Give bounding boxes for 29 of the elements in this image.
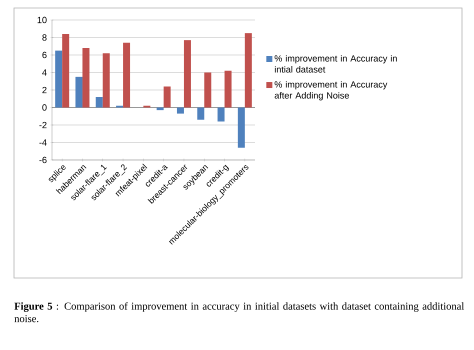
bar [218, 107, 225, 122]
legend-label: % improvement in Accuracy in intial dataset [274, 54, 397, 73]
bar [176, 107, 184, 114]
bar [184, 40, 191, 108]
y-tick-label: 8 [42, 34, 47, 41]
bar [62, 34, 70, 108]
y-tick-label: 4 [42, 69, 47, 76]
bar [123, 42, 130, 108]
bar [164, 86, 171, 108]
y-tick-label: -6 [39, 156, 47, 164]
y-tick-label: 10 [38, 16, 47, 24]
text: Figure 5 : Comparison of improvement in accuracy in initial datasets with dataset containing additional noise. [14, 302, 464, 322]
bar [244, 33, 252, 108]
bar [102, 53, 110, 108]
bar [156, 107, 164, 110]
bar [224, 70, 232, 108]
y-tick-label: 0 [42, 104, 47, 111]
bar [204, 72, 212, 108]
bar [75, 76, 82, 108]
bar [197, 107, 204, 120]
y-tick-label: 6 [42, 52, 47, 58]
bar [55, 50, 62, 108]
y-tick-label: 2 [42, 86, 47, 94]
bar [82, 48, 90, 108]
legend-label: % improvement in Accuracy after Adding Noise [274, 81, 388, 100]
bar [96, 96, 103, 108]
y-tick-label: -4 [39, 139, 47, 146]
y-tick-label: -2 [39, 122, 47, 128]
bar [238, 107, 245, 148]
